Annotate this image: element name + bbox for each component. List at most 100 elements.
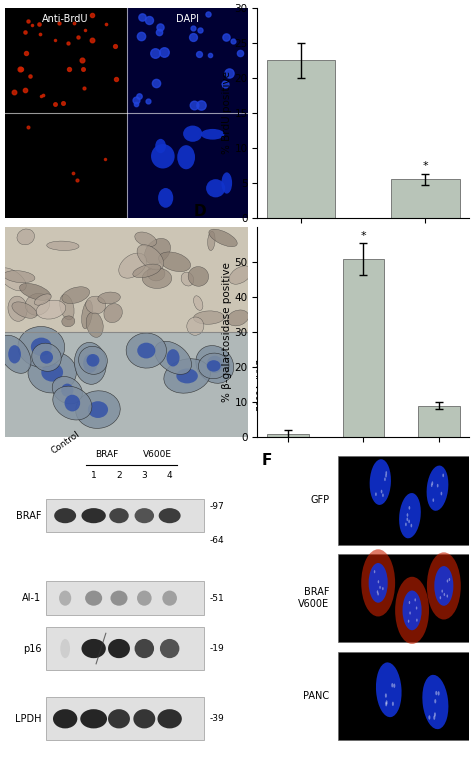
Bar [127, 8, 248, 112]
Ellipse shape [377, 591, 378, 594]
Bar [338, 651, 469, 740]
Ellipse shape [392, 701, 394, 706]
Ellipse shape [447, 594, 448, 597]
Ellipse shape [408, 520, 410, 523]
Ellipse shape [64, 394, 80, 411]
Ellipse shape [160, 639, 179, 658]
Ellipse shape [59, 591, 71, 606]
Ellipse shape [61, 384, 73, 397]
Ellipse shape [19, 283, 51, 300]
Ellipse shape [145, 239, 171, 264]
Ellipse shape [422, 675, 448, 729]
Ellipse shape [384, 477, 386, 481]
Text: LPDH: LPDH [15, 714, 41, 724]
Text: BRAF: BRAF [95, 450, 118, 459]
Text: F: F [262, 453, 272, 468]
Ellipse shape [31, 337, 52, 356]
Ellipse shape [135, 508, 154, 523]
Ellipse shape [369, 563, 388, 603]
Ellipse shape [409, 601, 410, 604]
Ellipse shape [0, 268, 26, 291]
Ellipse shape [60, 294, 74, 320]
Bar [267, 434, 309, 437]
Ellipse shape [221, 173, 232, 194]
Text: GFP: GFP [310, 496, 329, 505]
Ellipse shape [399, 493, 421, 538]
Bar [46, 581, 204, 615]
Ellipse shape [409, 506, 410, 510]
Ellipse shape [385, 474, 387, 477]
Ellipse shape [382, 587, 383, 591]
Ellipse shape [199, 353, 229, 378]
Ellipse shape [8, 345, 21, 363]
Ellipse shape [0, 335, 31, 373]
Ellipse shape [449, 578, 450, 581]
Ellipse shape [207, 356, 223, 373]
Ellipse shape [385, 700, 388, 705]
Ellipse shape [393, 683, 395, 688]
Ellipse shape [126, 333, 166, 368]
Ellipse shape [83, 354, 98, 373]
Ellipse shape [47, 241, 79, 251]
Ellipse shape [60, 639, 70, 658]
Ellipse shape [433, 715, 435, 720]
Ellipse shape [76, 391, 120, 429]
Ellipse shape [410, 612, 411, 615]
Ellipse shape [86, 312, 103, 337]
Ellipse shape [62, 287, 90, 303]
Ellipse shape [410, 524, 412, 527]
Ellipse shape [108, 709, 130, 728]
Ellipse shape [437, 484, 438, 487]
Ellipse shape [435, 691, 438, 695]
Ellipse shape [361, 549, 395, 616]
Ellipse shape [395, 577, 429, 644]
Ellipse shape [375, 492, 377, 496]
Text: -64: -64 [210, 536, 224, 544]
Ellipse shape [408, 619, 410, 622]
Bar [5, 8, 127, 112]
Ellipse shape [40, 351, 53, 364]
Ellipse shape [32, 344, 61, 372]
Ellipse shape [25, 293, 50, 315]
Ellipse shape [188, 267, 209, 287]
Text: Control: Control [49, 430, 81, 456]
Ellipse shape [434, 566, 453, 606]
Text: -97: -97 [210, 502, 224, 511]
Ellipse shape [381, 489, 383, 493]
Ellipse shape [382, 493, 384, 497]
Ellipse shape [82, 300, 92, 329]
Ellipse shape [405, 523, 407, 526]
Ellipse shape [142, 268, 172, 289]
Ellipse shape [208, 231, 215, 251]
Ellipse shape [133, 264, 161, 277]
Bar [127, 112, 248, 217]
Ellipse shape [53, 709, 77, 728]
Ellipse shape [137, 591, 152, 606]
Text: -51: -51 [210, 594, 224, 603]
Bar [418, 406, 460, 437]
Ellipse shape [434, 699, 436, 704]
Ellipse shape [427, 553, 461, 619]
Ellipse shape [159, 252, 191, 271]
Text: AI-1: AI-1 [22, 593, 41, 603]
Bar [5, 227, 248, 332]
Ellipse shape [119, 253, 146, 278]
Text: BRAF: BRAF [16, 511, 41, 521]
Ellipse shape [378, 580, 379, 584]
Ellipse shape [407, 518, 408, 521]
Ellipse shape [62, 316, 75, 327]
Ellipse shape [87, 354, 100, 366]
Ellipse shape [109, 508, 129, 523]
Ellipse shape [86, 296, 106, 314]
Ellipse shape [155, 139, 166, 154]
Ellipse shape [17, 229, 35, 245]
Ellipse shape [196, 346, 234, 383]
Ellipse shape [402, 591, 421, 630]
Ellipse shape [183, 125, 202, 142]
Ellipse shape [201, 129, 224, 140]
Ellipse shape [391, 683, 393, 688]
Ellipse shape [52, 376, 82, 404]
Ellipse shape [166, 349, 180, 366]
Ellipse shape [158, 188, 173, 207]
Ellipse shape [207, 360, 220, 372]
